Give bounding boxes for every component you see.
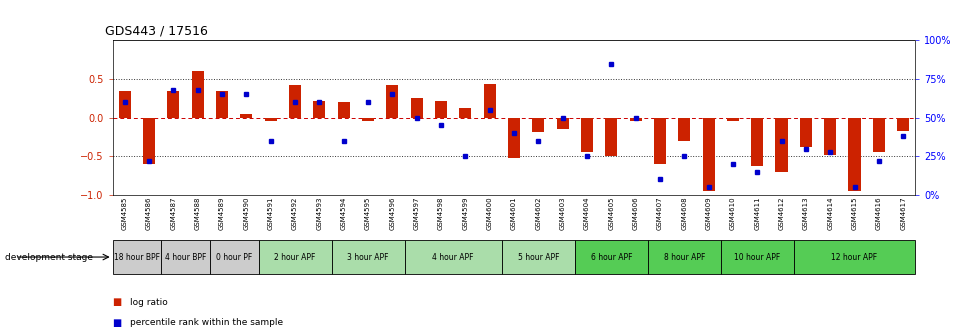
- Bar: [434, 100, 447, 118]
- Bar: [823, 118, 835, 155]
- Bar: [313, 100, 325, 118]
- Bar: [653, 118, 665, 164]
- Text: ■: ■: [112, 297, 121, 307]
- Bar: [580, 118, 593, 153]
- Bar: [258, 240, 332, 274]
- Bar: [556, 118, 568, 129]
- Text: 3 hour APF: 3 hour APF: [347, 253, 388, 261]
- Bar: [702, 118, 714, 191]
- Bar: [209, 240, 258, 274]
- Text: 2 hour APF: 2 hour APF: [274, 253, 315, 261]
- Bar: [404, 240, 502, 274]
- Text: 8 hour APF: 8 hour APF: [663, 253, 704, 261]
- Bar: [726, 118, 738, 122]
- Bar: [678, 118, 689, 141]
- Text: 12 hour APF: 12 hour APF: [830, 253, 876, 261]
- Bar: [647, 240, 720, 274]
- Bar: [332, 240, 404, 274]
- Text: ■: ■: [112, 318, 121, 328]
- Text: 5 hour APF: 5 hour APF: [517, 253, 558, 261]
- Bar: [192, 71, 203, 118]
- Bar: [848, 118, 860, 191]
- Bar: [161, 240, 209, 274]
- Bar: [750, 118, 763, 166]
- Bar: [508, 118, 519, 158]
- Bar: [240, 114, 252, 118]
- Bar: [532, 118, 544, 131]
- Text: 10 hour APF: 10 hour APF: [734, 253, 779, 261]
- Bar: [896, 118, 909, 131]
- Bar: [337, 102, 349, 118]
- Bar: [720, 240, 793, 274]
- Text: percentile rank within the sample: percentile rank within the sample: [130, 318, 283, 327]
- Text: 0 hour PF: 0 hour PF: [216, 253, 252, 261]
- Bar: [112, 240, 161, 274]
- Bar: [118, 91, 131, 118]
- Text: log ratio: log ratio: [130, 298, 168, 307]
- Bar: [629, 118, 641, 122]
- Bar: [799, 118, 811, 147]
- Bar: [410, 98, 422, 118]
- Bar: [483, 84, 495, 118]
- Bar: [502, 240, 574, 274]
- Bar: [793, 240, 914, 274]
- Bar: [264, 118, 277, 122]
- Bar: [167, 91, 179, 118]
- Text: 6 hour APF: 6 hour APF: [590, 253, 632, 261]
- Bar: [872, 118, 884, 153]
- Bar: [775, 118, 787, 172]
- Text: 18 hour BPF: 18 hour BPF: [113, 253, 159, 261]
- Bar: [362, 118, 374, 122]
- Bar: [459, 108, 471, 118]
- Bar: [386, 85, 398, 118]
- Bar: [289, 85, 301, 118]
- Bar: [604, 118, 617, 156]
- Text: GDS443 / 17516: GDS443 / 17516: [105, 25, 207, 38]
- Bar: [574, 240, 647, 274]
- Text: development stage: development stage: [5, 253, 93, 261]
- Text: 4 hour BPF: 4 hour BPF: [164, 253, 206, 261]
- Bar: [143, 118, 155, 164]
- Bar: [216, 91, 228, 118]
- Text: 4 hour APF: 4 hour APF: [432, 253, 473, 261]
